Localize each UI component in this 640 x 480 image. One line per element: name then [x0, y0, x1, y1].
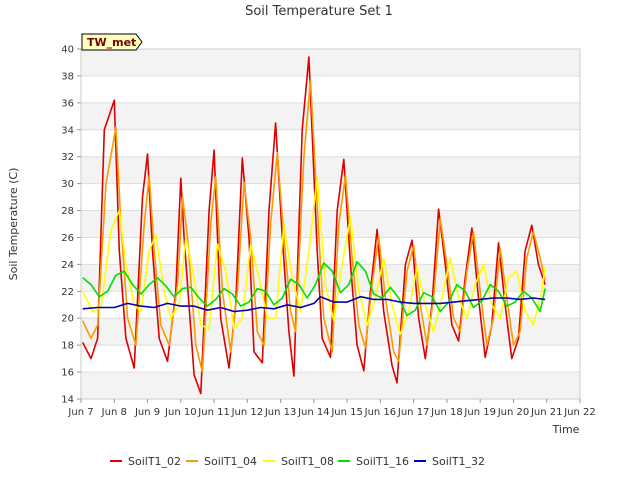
x-tick-label: Jun 14: [297, 407, 330, 418]
y-tick-label: 32: [61, 152, 74, 163]
y-tick-label: 20: [61, 314, 74, 325]
annotation-box: [81, 33, 143, 51]
series-line-soilt1_04: [81, 79, 546, 373]
x-tick-label: Jun 10: [164, 407, 197, 418]
series-line-soilt1_16: [82, 260, 546, 317]
x-tick-label: Jun 19: [463, 407, 496, 418]
x-tick-label: Jun 7: [67, 407, 93, 418]
y-tick-label: 16: [61, 368, 74, 379]
grid-band: [81, 102, 580, 130]
legend-label-soilt1_08: SoilT1_08: [281, 455, 334, 468]
annotation-label: TW_met: [87, 36, 136, 49]
x-tick-label: Jun 18: [430, 407, 463, 418]
x-tick-label: Jun 22: [563, 407, 596, 418]
annotation-tag: TW_met: [81, 33, 143, 51]
series-layer: [81, 56, 546, 395]
y-axis: 14 16 18 20 22 24 26 28 30 32 34 36 38 40: [61, 45, 81, 406]
x-tick-label: Jun 12: [231, 407, 264, 418]
legend-label-soilt1_32: SoilT1_32: [432, 455, 485, 468]
y-tick-label: 36: [61, 98, 74, 109]
x-tick-label: Jun 9: [134, 407, 160, 418]
series-line-soilt1_02: [81, 56, 546, 395]
plot-frame: [80, 48, 581, 400]
chart-title: Soil Temperature Set 1: [245, 4, 393, 19]
x-tick-label: Jun 8: [101, 407, 127, 418]
y-tick-label: 34: [61, 125, 74, 136]
x-tick-label: Jun 16: [364, 407, 397, 418]
y-tick-label: 40: [61, 45, 74, 56]
grid-band: [81, 372, 580, 399]
y-tick-label: 26: [61, 233, 74, 244]
legend-label-soilt1_04: SoilT1_04: [204, 455, 257, 468]
legend: SoilT1_02 SoilT1_04 SoilT1_08 SoilT1_16 Soil…: [110, 455, 485, 468]
y-tick-label: 24: [61, 260, 74, 271]
y-axis-label: Soil Temperature (C): [7, 168, 20, 281]
x-tick-label: Jun 20: [497, 407, 530, 418]
y-tick-label: 38: [61, 71, 74, 82]
x-tick-label: Jun 11: [197, 407, 230, 418]
x-tick-label: Jun 17: [397, 407, 430, 418]
grid-band: [81, 210, 580, 238]
x-tick-label: Jun 13: [264, 407, 297, 418]
x-axis-label: Time: [552, 423, 580, 436]
grid-band: [81, 49, 580, 76]
y-tick-label: 28: [61, 206, 74, 217]
y-tick-label: 14: [61, 395, 74, 406]
y-tick-label: 18: [61, 341, 74, 352]
x-axis: Jun 7 Jun 8 Jun 9 Jun 10 Jun 11 Jun 12 Jun 13 J…: [67, 399, 596, 418]
y-tick-label: 22: [61, 287, 74, 298]
grid-band: [81, 156, 580, 184]
series-line-soilt1_32: [82, 295, 546, 313]
legend-label-soilt1_02: SoilT1_02: [128, 455, 181, 468]
x-tick-label: Jun 15: [330, 407, 363, 418]
y-tick-label: 30: [61, 179, 74, 190]
legend-label-soilt1_16: SoilT1_16: [356, 455, 409, 468]
x-tick-label: Jun 21: [530, 407, 563, 418]
